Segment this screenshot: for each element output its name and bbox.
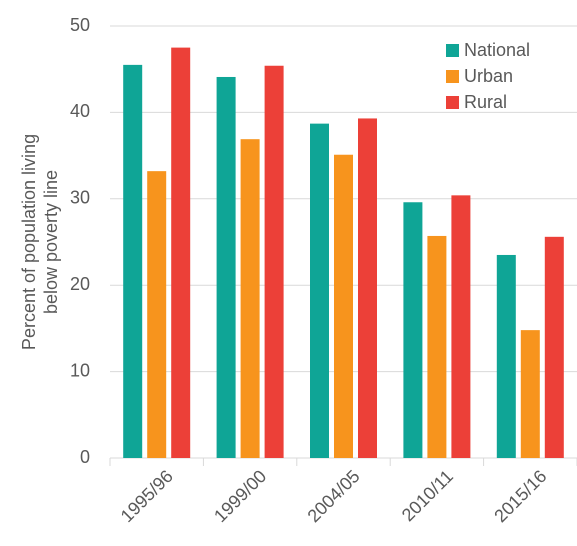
- legend-label: Rural: [464, 92, 507, 112]
- y-tick-label: 0: [80, 447, 90, 467]
- bar: [427, 235, 447, 458]
- y-tick-label: 20: [70, 274, 90, 294]
- bar: [496, 254, 516, 458]
- x-tick-label: 1999/00: [210, 466, 270, 526]
- y-axis-label: Percent of population living: [19, 134, 39, 350]
- bar: [216, 76, 236, 458]
- bar: [264, 65, 284, 458]
- bar: [358, 118, 377, 458]
- y-tick-label: 30: [70, 188, 90, 208]
- y-tick-label: 10: [70, 360, 90, 380]
- legend-swatch: [446, 96, 459, 109]
- legend-label: National: [464, 40, 530, 60]
- y-tick-label: 40: [70, 101, 90, 121]
- bar: [520, 330, 540, 458]
- bar: [451, 195, 471, 458]
- bar: [147, 171, 167, 459]
- bar: [544, 236, 564, 458]
- bar: [123, 64, 143, 458]
- bar: [171, 47, 191, 458]
- y-tick-label: 50: [70, 15, 90, 35]
- x-tick-label: 2010/11: [398, 466, 457, 525]
- bar: [334, 154, 353, 458]
- legend-swatch: [446, 70, 459, 83]
- x-tick-label: 1995/96: [117, 466, 177, 526]
- x-tick-label: 2015/16: [490, 466, 550, 526]
- bar: [403, 202, 423, 458]
- y-axis-label: below poverty line: [41, 170, 61, 314]
- legend-label: Urban: [464, 66, 513, 86]
- bar: [240, 139, 260, 458]
- x-tick-label: 2004/05: [304, 466, 364, 526]
- bar: [310, 123, 329, 458]
- legend-swatch: [446, 44, 459, 57]
